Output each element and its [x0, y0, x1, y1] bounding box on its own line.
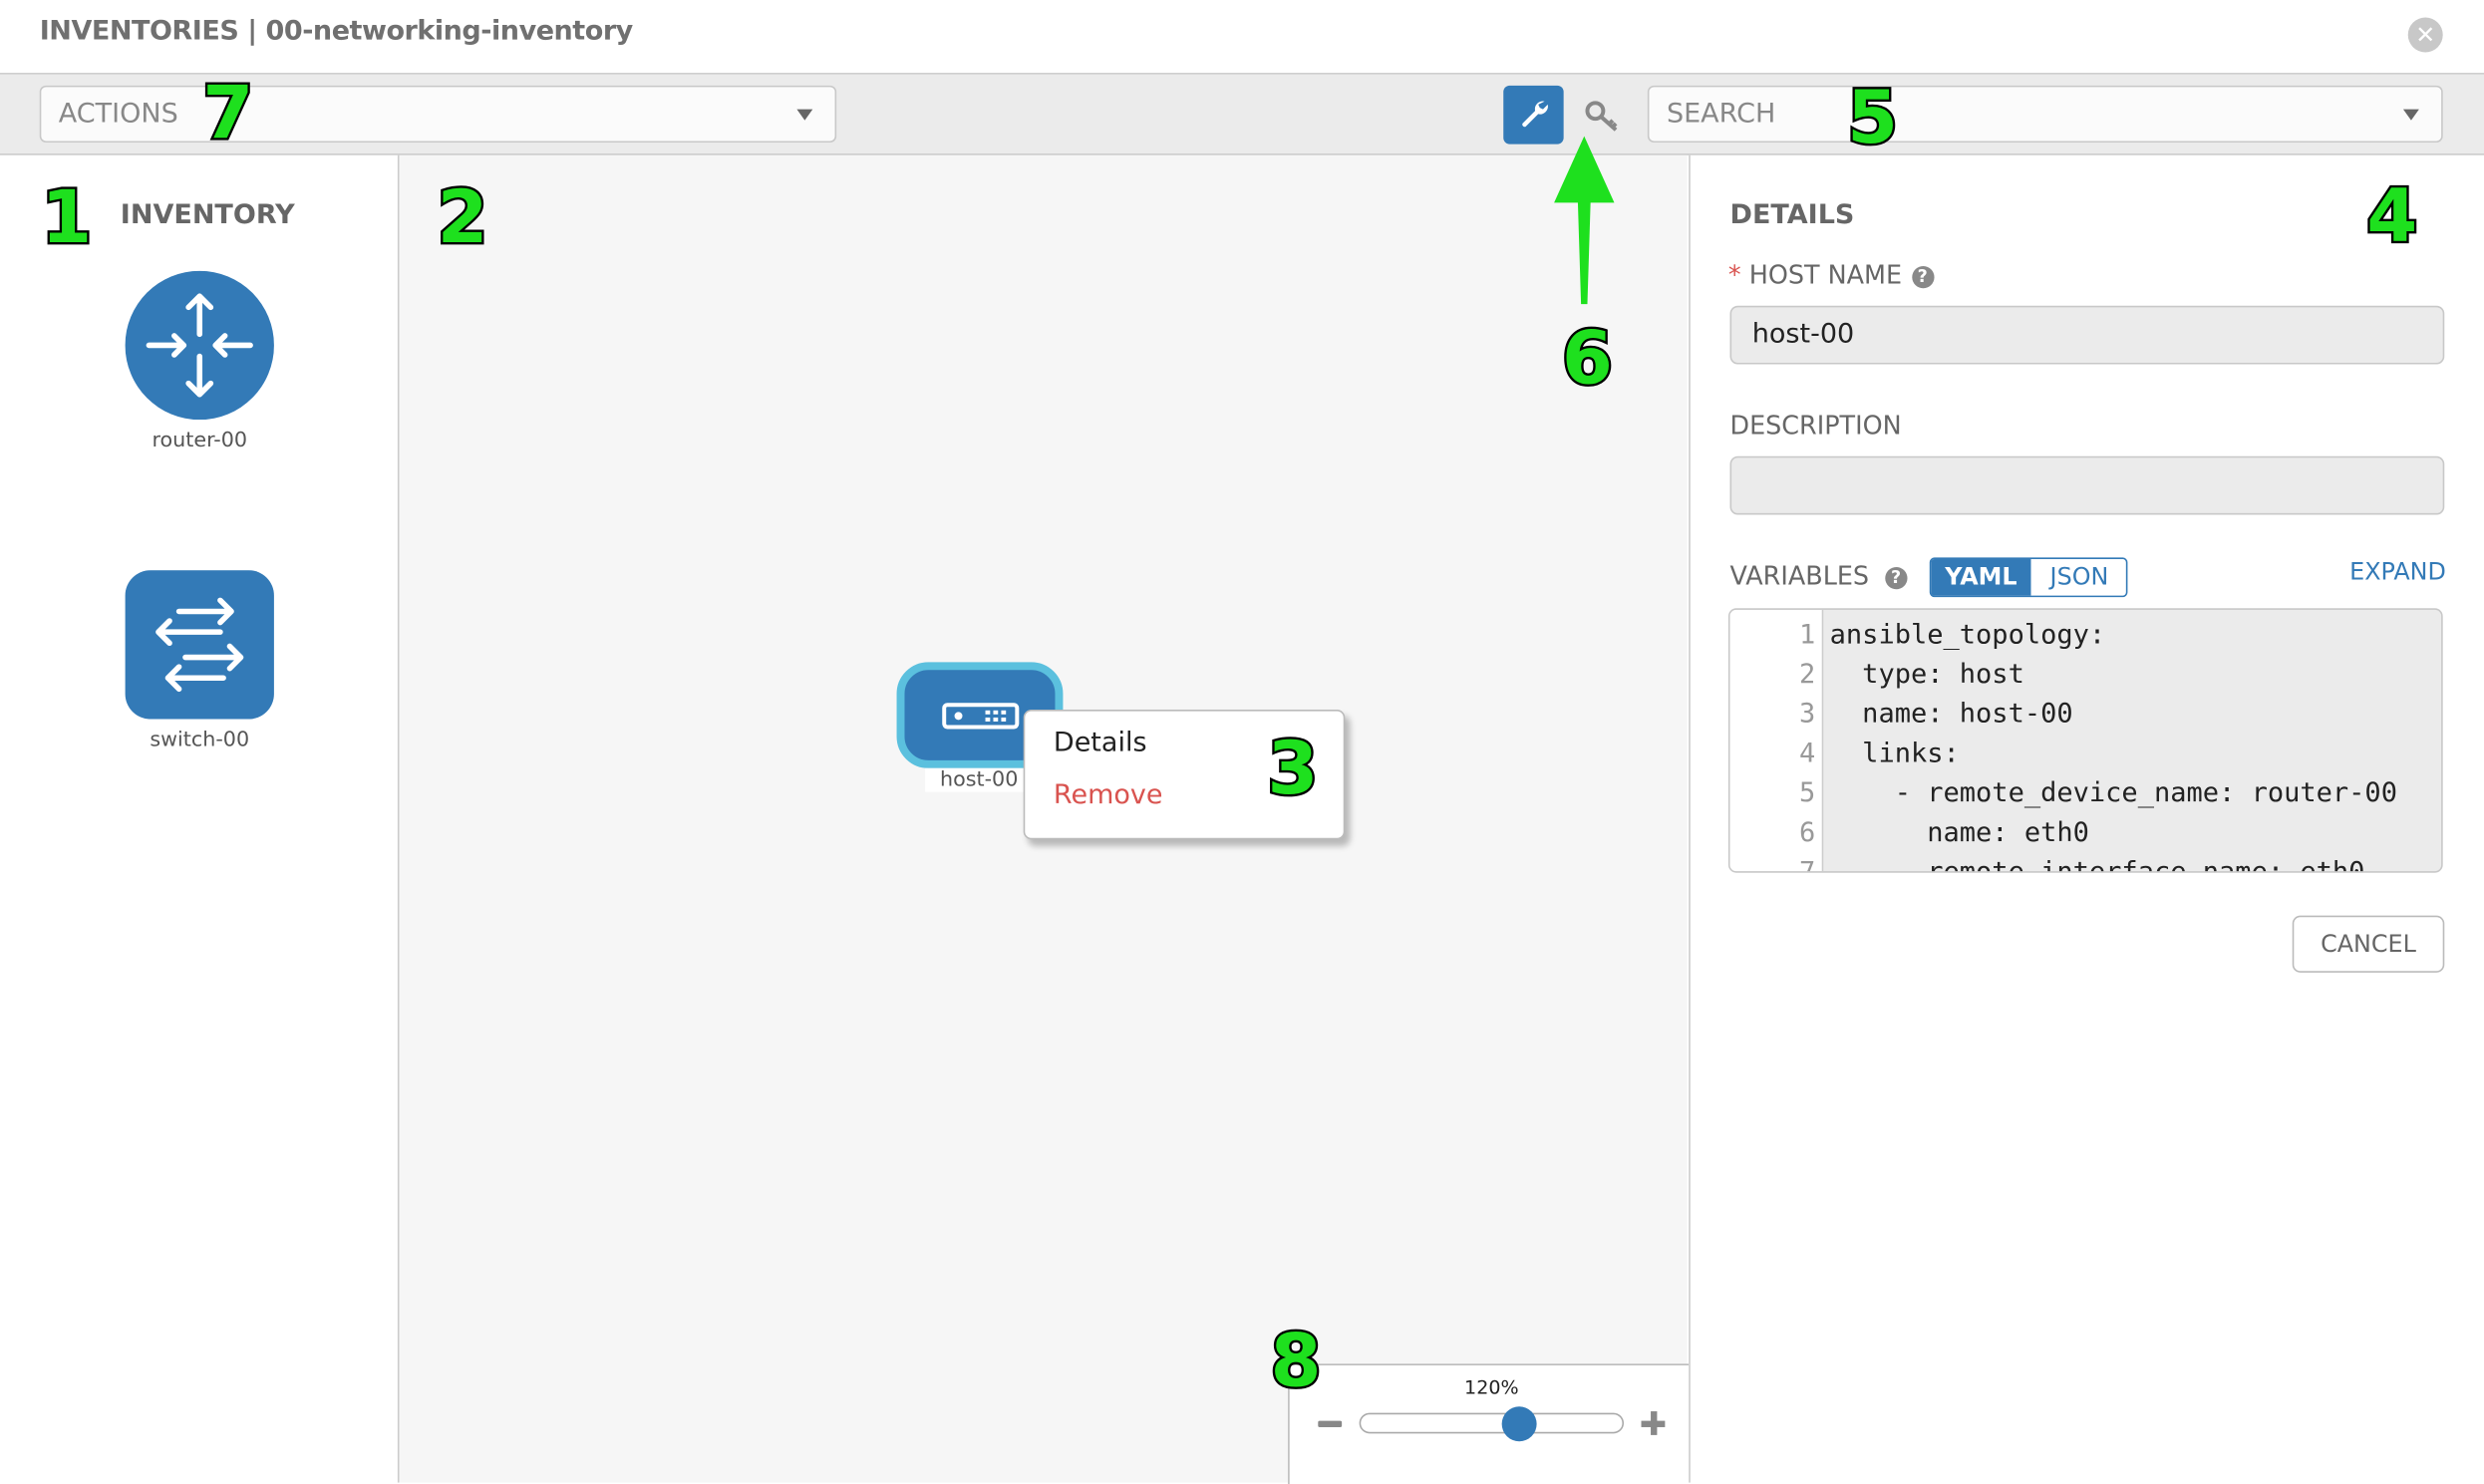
inventory-item-switch[interactable] [125, 570, 274, 726]
code-line: ansible_topology: [1829, 619, 2106, 652]
router-icon [125, 270, 274, 421]
wrench-button[interactable] [1503, 85, 1564, 145]
description-input[interactable] [1729, 455, 2445, 515]
host-label: host-00 [925, 767, 1034, 792]
variables-code-editor[interactable]: 1 2 3 4 5 6 7 ansible_topology: type: host nam… [1727, 608, 2443, 873]
line-number: 4 [1799, 738, 1816, 770]
topology-canvas[interactable]: host-00 Details Remove 120% [399, 154, 1690, 1484]
wrench-icon [1522, 101, 1548, 128]
annotation-7: 7 [200, 69, 256, 155]
chevron-down-icon [2402, 109, 2419, 121]
yaml-toggle[interactable]: YAML [1931, 559, 2031, 596]
router-label: router-00 [152, 429, 248, 453]
help-icon[interactable]: ? [1911, 266, 1934, 289]
annotation-8: 8 [1268, 1318, 1324, 1404]
code-line: - remote_device_name: router-00 [1829, 777, 2397, 810]
inventory-panel: INVENTORY router-00 switch-00 [0, 154, 400, 1483]
menu-item-remove[interactable]: Remove [1053, 778, 1163, 811]
inventory-title: INVENTORY [120, 199, 295, 232]
zoom-widget: 120% [1288, 1363, 1690, 1484]
line-number: 6 [1799, 817, 1816, 849]
code-line: links: [1829, 738, 1960, 770]
search-dropdown[interactable]: SEARCH [1647, 85, 2443, 144]
variables-text: VARIABLES [1729, 560, 1870, 591]
line-number: 7 [1799, 856, 1816, 873]
variables-label: VARIABLES? [1730, 561, 1908, 591]
annotation-3: 3 [1265, 725, 1321, 811]
zoom-level: 120% [1464, 1376, 1519, 1399]
zoom-slider-handle[interactable] [1501, 1406, 1537, 1442]
switch-icon [125, 570, 274, 720]
line-gutter: 1 2 3 4 5 6 7 [1729, 609, 1824, 873]
host-name-text: HOST NAME [1748, 259, 1903, 290]
inventory-item-router[interactable] [125, 270, 274, 427]
close-icon[interactable]: ✕ [2407, 17, 2443, 53]
context-menu: Details Remove [1023, 710, 1346, 840]
required-mark: * [1727, 259, 1741, 290]
menu-item-details[interactable]: Details [1053, 727, 1147, 759]
zoom-in-icon[interactable] [1641, 1411, 1666, 1435]
code-line: name: eth0 [1829, 817, 2089, 849]
annotation-1: 1 [39, 173, 95, 260]
actions-dropdown[interactable]: ACTIONS [39, 85, 837, 144]
host-name-label: * HOST NAME? [1728, 260, 1934, 290]
zoom-slider[interactable] [1359, 1412, 1625, 1434]
header: INVENTORIES | 00-networking-inventory ✕ [0, 0, 2484, 75]
search-placeholder: SEARCH [1666, 98, 1776, 131]
code-line: remote_interface_name: eth0 [1829, 856, 2365, 873]
line-number: 5 [1799, 777, 1816, 810]
line-number: 1 [1799, 619, 1816, 652]
line-number: 2 [1799, 659, 1816, 691]
format-toggle: YAML JSON [1929, 557, 2128, 598]
actions-label: ACTIONS [58, 98, 178, 131]
expand-link[interactable]: EXPAND [2349, 557, 2446, 587]
annotation-4: 4 [2364, 172, 2420, 259]
key-icon [1585, 101, 1618, 132]
details-title: DETAILS [1729, 199, 1855, 232]
page-title: INVENTORIES | 00-networking-inventory [39, 15, 634, 48]
server-icon [942, 703, 1020, 730]
annotation-6: 6 [1560, 315, 1616, 402]
annotation-arrow-icon [1554, 136, 1615, 305]
zoom-out-icon[interactable] [1318, 1420, 1343, 1427]
cancel-button[interactable]: CANCEL [2292, 915, 2445, 973]
help-icon[interactable]: ? [1884, 566, 1908, 590]
key-button[interactable] [1580, 92, 1625, 140]
chevron-down-icon [796, 109, 813, 121]
switch-label: switch-00 [150, 729, 250, 752]
toolbar: ACTIONS SEARCH [0, 74, 2484, 155]
code-line: name: host-00 [1829, 698, 2073, 731]
line-number: 3 [1799, 698, 1816, 731]
json-toggle[interactable]: JSON [2049, 562, 2109, 591]
annotation-2: 2 [435, 173, 490, 260]
annotation-5: 5 [1845, 74, 1901, 160]
code-line: type: host [1829, 659, 2024, 691]
description-label: DESCRIPTION [1729, 410, 1902, 441]
host-name-input[interactable]: host-00 [1729, 305, 2445, 365]
